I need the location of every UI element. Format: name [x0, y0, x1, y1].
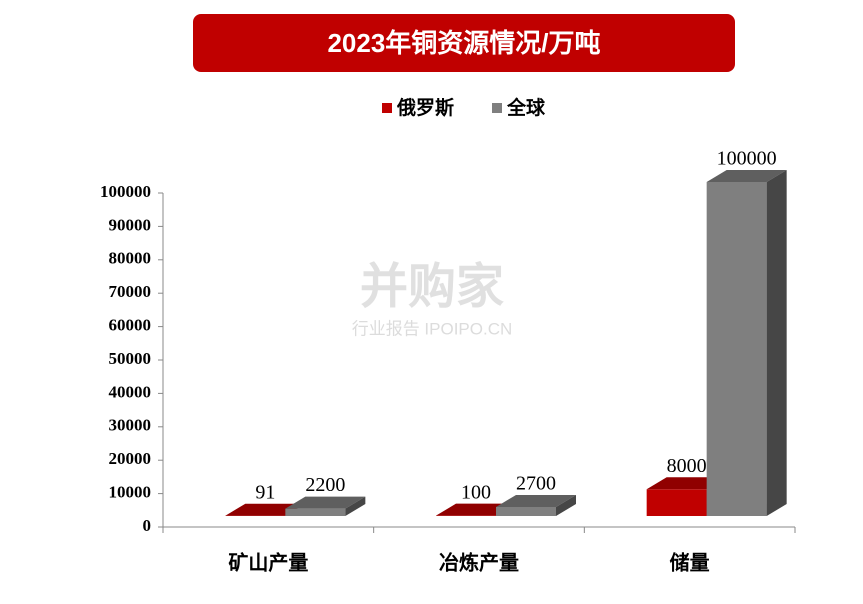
y-tick-label: 10000 [109, 483, 152, 502]
y-tick-label: 60000 [109, 316, 152, 335]
value-label: 100000 [717, 148, 777, 170]
value-label: 91 [255, 481, 275, 503]
legend-label: 全球 [506, 96, 546, 119]
y-tick-label: 20000 [109, 449, 152, 468]
bar [496, 506, 556, 516]
value-label: 2700 [516, 473, 556, 495]
y-tick-label: 90000 [109, 215, 152, 234]
bar-top [496, 494, 576, 507]
x-tick-label: 储量 [670, 550, 710, 574]
value-label: 2200 [305, 474, 345, 496]
value-label: 100 [461, 481, 491, 503]
y-tick-label: 80000 [109, 249, 152, 268]
bar-side [556, 494, 576, 516]
x-tick-label: 矿山产量 [228, 550, 308, 574]
y-tick-label: 70000 [109, 282, 152, 301]
bar [706, 182, 767, 516]
bar-top [706, 170, 787, 182]
bar-side [345, 496, 366, 516]
watermark: 并购家 [360, 261, 504, 314]
bar [646, 489, 707, 516]
bar-top [285, 496, 366, 509]
bar [285, 508, 346, 516]
legend-swatch [492, 103, 502, 113]
chart-title: 2023年铜资源情况/万吨 [327, 28, 600, 58]
value-label: 8000 [667, 455, 707, 477]
watermark-sub: 行业报告 IPOIPO.CN [352, 319, 513, 338]
y-tick-label: 0 [143, 516, 152, 535]
y-tick-label: 30000 [109, 416, 152, 435]
y-tick-label: 50000 [109, 349, 152, 368]
legend-swatch [382, 103, 392, 113]
y-tick-label: 40000 [109, 382, 152, 401]
legend-label: 俄罗斯 [396, 96, 454, 119]
bar-side [766, 170, 787, 516]
y-tick-label: 100000 [100, 182, 151, 201]
title-banner [193, 14, 735, 72]
x-tick-label: 冶炼产量 [439, 550, 519, 574]
